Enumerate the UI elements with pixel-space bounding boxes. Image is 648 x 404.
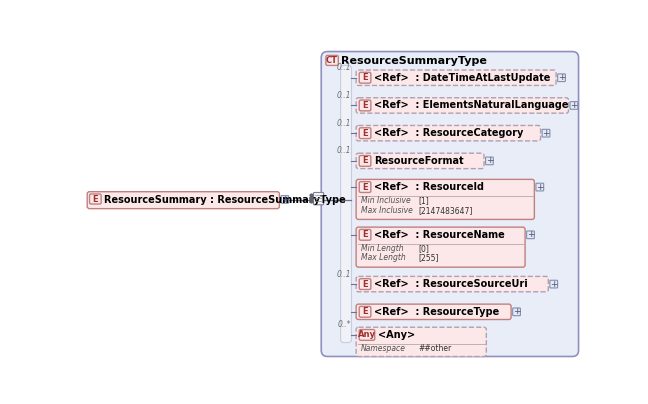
FancyBboxPatch shape: [359, 156, 371, 166]
FancyBboxPatch shape: [570, 102, 578, 109]
Text: +: +: [550, 280, 557, 288]
Text: E: E: [362, 73, 368, 82]
FancyBboxPatch shape: [513, 308, 520, 316]
FancyBboxPatch shape: [359, 306, 371, 317]
Text: <Ref>  : ResourceCategory: <Ref> : ResourceCategory: [374, 128, 524, 138]
Text: E: E: [93, 194, 98, 204]
Text: Max Inclusive: Max Inclusive: [361, 206, 413, 215]
FancyBboxPatch shape: [281, 196, 289, 203]
FancyBboxPatch shape: [356, 227, 525, 267]
Text: <Any>: <Any>: [378, 330, 415, 340]
Text: <Ref>  : DateTimeAtLastUpdate: <Ref> : DateTimeAtLastUpdate: [374, 73, 550, 83]
FancyBboxPatch shape: [356, 70, 556, 85]
Text: E: E: [362, 183, 368, 191]
Text: +: +: [513, 307, 520, 316]
FancyBboxPatch shape: [359, 100, 371, 111]
Text: <Ref>  : ResourceName: <Ref> : ResourceName: [374, 230, 505, 240]
Text: E: E: [362, 230, 368, 239]
Text: +: +: [281, 195, 288, 204]
FancyBboxPatch shape: [485, 157, 493, 165]
FancyBboxPatch shape: [356, 327, 487, 356]
Text: +: +: [536, 183, 544, 191]
Text: E: E: [362, 307, 368, 316]
Text: +: +: [485, 156, 493, 165]
FancyBboxPatch shape: [542, 129, 550, 137]
Text: Max Length: Max Length: [361, 253, 406, 263]
Text: ##other: ##other: [418, 344, 452, 353]
Text: 0..1: 0..1: [337, 146, 351, 156]
FancyBboxPatch shape: [527, 231, 535, 239]
FancyBboxPatch shape: [356, 304, 511, 320]
FancyBboxPatch shape: [321, 52, 579, 356]
FancyBboxPatch shape: [359, 128, 371, 139]
Text: +: +: [570, 101, 577, 110]
FancyBboxPatch shape: [359, 229, 371, 240]
Text: 0..1: 0..1: [337, 91, 351, 100]
Text: [0]: [0]: [418, 244, 429, 253]
FancyBboxPatch shape: [550, 280, 558, 288]
FancyBboxPatch shape: [359, 279, 371, 290]
FancyBboxPatch shape: [341, 65, 351, 343]
Text: 0..1: 0..1: [337, 269, 351, 279]
Text: <Ref>  : ResourceSourceUri: <Ref> : ResourceSourceUri: [374, 279, 527, 289]
Text: <Ref>  : ResourceType: <Ref> : ResourceType: [374, 307, 499, 317]
Text: +: +: [558, 73, 565, 82]
Text: E: E: [362, 156, 368, 165]
Text: 0..1: 0..1: [337, 63, 351, 72]
Text: <Ref>  : ResourceId: <Ref> : ResourceId: [374, 182, 484, 192]
FancyBboxPatch shape: [558, 74, 565, 82]
FancyBboxPatch shape: [326, 55, 338, 65]
Text: Min Length: Min Length: [361, 244, 404, 253]
Text: +: +: [527, 230, 534, 239]
FancyBboxPatch shape: [359, 72, 371, 83]
Text: E: E: [362, 101, 368, 110]
Text: +: +: [542, 129, 550, 138]
Text: Namespace: Namespace: [361, 344, 406, 353]
FancyBboxPatch shape: [356, 276, 548, 292]
Text: Any: Any: [358, 330, 376, 339]
FancyBboxPatch shape: [359, 182, 371, 192]
Text: Min Inclusive: Min Inclusive: [361, 196, 411, 206]
Text: 0..1: 0..1: [337, 119, 351, 128]
Text: ResourceSummaryType: ResourceSummaryType: [341, 56, 487, 66]
FancyBboxPatch shape: [356, 179, 535, 219]
FancyBboxPatch shape: [89, 194, 101, 204]
FancyBboxPatch shape: [536, 183, 544, 191]
Text: <Ref>  : ElementsNaturalLanguage: <Ref> : ElementsNaturalLanguage: [374, 101, 568, 110]
Text: ResourceSummary : ResourceSummaryType: ResourceSummary : ResourceSummaryType: [104, 195, 346, 205]
Text: [1]: [1]: [418, 196, 429, 206]
FancyBboxPatch shape: [87, 192, 279, 208]
Text: ResourceFormat: ResourceFormat: [374, 156, 463, 166]
Text: E: E: [362, 129, 368, 138]
FancyBboxPatch shape: [314, 192, 323, 205]
Text: [255]: [255]: [418, 253, 439, 263]
FancyBboxPatch shape: [356, 126, 540, 141]
Text: E: E: [362, 280, 368, 288]
FancyBboxPatch shape: [356, 153, 484, 168]
Text: 0..*: 0..*: [338, 320, 351, 329]
FancyBboxPatch shape: [356, 98, 568, 113]
Text: [2147483647]: [2147483647]: [418, 206, 472, 215]
Text: CT: CT: [326, 56, 338, 65]
FancyBboxPatch shape: [359, 330, 375, 340]
